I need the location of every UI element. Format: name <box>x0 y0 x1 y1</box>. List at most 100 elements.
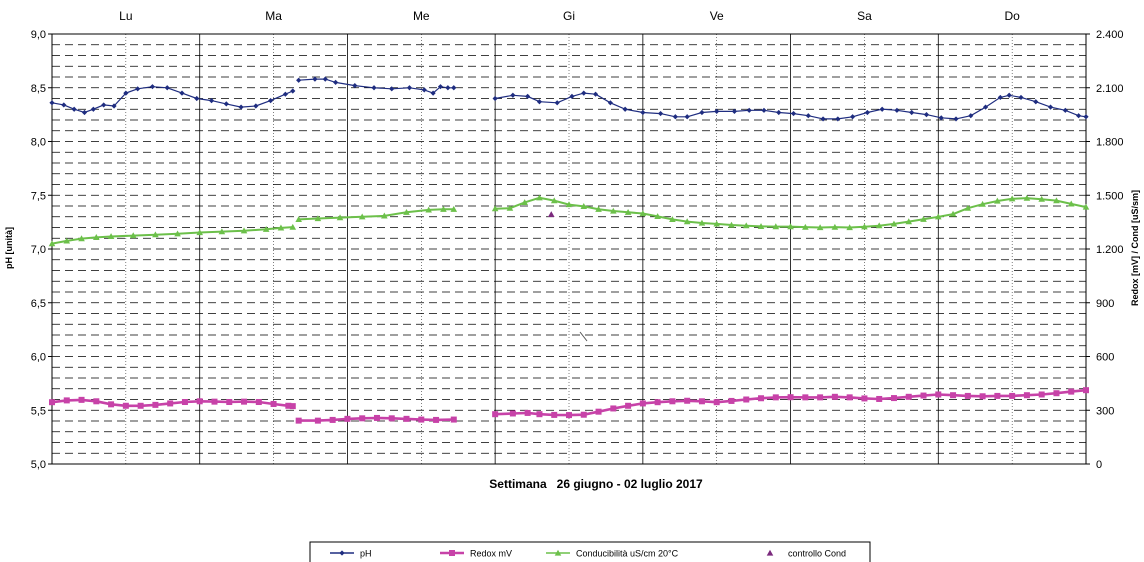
data-point <box>657 110 664 117</box>
data-point <box>1067 200 1075 207</box>
data-point <box>1076 113 1082 119</box>
data-point <box>879 106 885 112</box>
data-point <box>282 91 288 97</box>
data-point <box>149 84 156 90</box>
day-label: Ma <box>265 9 282 23</box>
data-point <box>938 115 944 121</box>
x-axis-label: Settimana 26 giugno - 02 luglio 2017 <box>489 477 703 491</box>
left-tick-label: 5,5 <box>31 405 46 417</box>
data-point <box>831 223 839 230</box>
data-point <box>580 411 587 418</box>
data-point <box>450 416 457 423</box>
data-point <box>1018 94 1024 101</box>
data-point <box>669 398 676 405</box>
data-point <box>1008 195 1016 202</box>
data-point <box>684 397 691 404</box>
data-point <box>218 228 226 235</box>
data-point <box>492 95 498 102</box>
day-labels: Lu Ma Me Gi Ve Sa Do <box>119 9 1020 23</box>
data-point <box>923 112 930 118</box>
data-point <box>129 232 137 239</box>
data-point <box>909 109 915 116</box>
data-point <box>731 108 738 114</box>
legend-item: pH <box>330 549 372 559</box>
data-point <box>262 225 270 232</box>
legend-item: controllo Cond <box>766 549 846 559</box>
data-point <box>997 94 1003 101</box>
data-point <box>296 77 302 83</box>
data-point <box>758 395 765 402</box>
right-tick-label: 2.400 <box>1096 29 1124 41</box>
data-point <box>48 240 56 247</box>
data-point <box>381 212 388 219</box>
data-point <box>772 223 780 230</box>
data-point <box>101 102 107 108</box>
data-point <box>510 92 516 98</box>
data-point <box>314 215 322 222</box>
data-point <box>289 403 296 410</box>
data-point <box>61 102 67 108</box>
data-point <box>312 76 318 82</box>
data-point <box>285 402 292 409</box>
data-point <box>277 224 285 231</box>
data-point <box>1009 392 1016 399</box>
data-point <box>728 221 735 228</box>
left-tick-label: 7,5 <box>31 190 46 202</box>
data-point <box>1047 104 1054 110</box>
data-point <box>290 88 296 94</box>
right-tick-label: 2.100 <box>1096 83 1124 95</box>
data-point <box>194 95 200 102</box>
series-1 <box>49 76 1089 122</box>
data-point <box>964 204 972 211</box>
data-point <box>226 399 233 406</box>
data-point <box>445 85 451 91</box>
data-point <box>714 108 720 114</box>
data-point <box>757 223 765 230</box>
data-point <box>625 402 632 409</box>
data-point <box>451 85 457 91</box>
data-point <box>358 213 366 220</box>
y-axis-label-left: pH [unità] <box>4 227 14 269</box>
data-point <box>359 415 366 422</box>
data-point <box>314 417 321 424</box>
data-point <box>790 110 797 117</box>
data-point <box>654 399 661 406</box>
data-point <box>223 101 229 107</box>
data-point <box>569 93 575 99</box>
data-point <box>802 223 809 230</box>
data-point <box>964 392 971 399</box>
data-point <box>270 400 277 407</box>
data-point <box>93 398 100 405</box>
data-point <box>1023 392 1030 399</box>
data-point <box>437 84 444 90</box>
data-point <box>875 222 883 229</box>
data-point <box>93 234 100 240</box>
data-point <box>581 90 587 96</box>
day-label: Ve <box>710 9 724 23</box>
series-2 <box>49 387 1089 424</box>
data-point <box>1033 99 1039 105</box>
data-point <box>622 106 628 112</box>
data-point <box>108 401 115 408</box>
day-label: Me <box>413 9 430 23</box>
legend-marker <box>766 549 774 556</box>
data-point <box>890 395 897 402</box>
left-tick-label: 6,0 <box>31 352 46 364</box>
data-point <box>336 214 344 221</box>
grid <box>52 34 1086 464</box>
data-point <box>174 230 181 237</box>
day-label: Sa <box>857 9 872 23</box>
data-point <box>49 100 55 106</box>
data-point <box>850 114 856 120</box>
data-point <box>920 392 927 399</box>
data-point <box>107 233 115 240</box>
data-point <box>920 215 927 222</box>
data-point <box>1053 197 1060 204</box>
data-point <box>669 216 676 223</box>
data-point <box>164 85 170 91</box>
data-point <box>554 100 560 106</box>
data-point <box>440 205 447 212</box>
series-4 <box>547 211 555 218</box>
data-point <box>565 201 573 208</box>
data-point <box>684 114 690 120</box>
